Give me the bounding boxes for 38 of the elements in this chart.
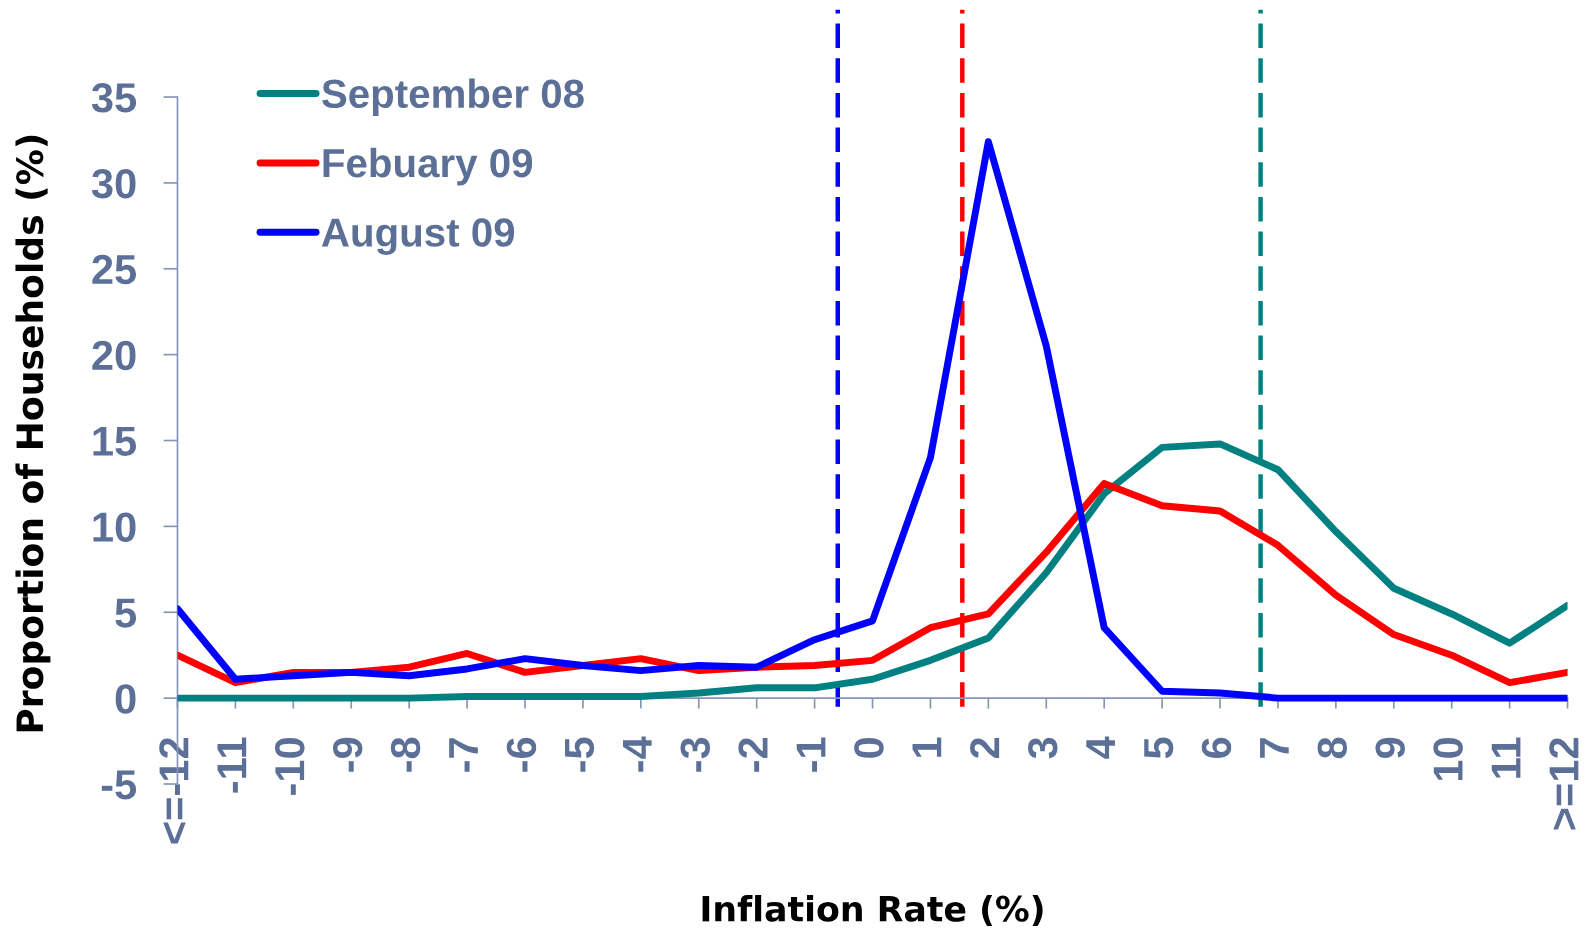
x-tick-label: -5 [565,737,595,772]
legend-label: September 08 [322,78,584,117]
x-tick-label: -11 [217,737,247,793]
x-tick-label: 4 [1086,736,1115,759]
x-tick-label: 5 [1144,737,1174,759]
legend-label: August 09 [321,218,515,255]
x-tick-label: -2 [738,737,768,772]
y-tick-label: 35 [91,83,137,113]
y-tick-label: 0 [115,684,136,714]
y-axis-title: Proportion of Households (%) [15,135,51,732]
x-tick-label: -8 [390,737,421,772]
x-tick-label: -4 [622,736,652,772]
x-tick-label: -7 [449,738,478,772]
x-tick-label: -9 [332,737,363,772]
x-tick-label: <=-12 [159,737,189,844]
x-tick-label: 1 [912,737,942,757]
x-tick-label: -10 [275,738,305,795]
x-tick-label: 11 [1491,737,1521,778]
x-tick-label: 0 [854,738,884,758]
y-tick-label: 30 [91,168,136,199]
y-tick-label: 10 [93,512,136,542]
y-tick-label: 5 [115,598,137,628]
x-tick-label: 10 [1433,738,1463,781]
y-tick-label: 25 [92,254,137,285]
y-tick-label: 20 [92,340,136,371]
x-tick-label: >=12 [1549,737,1579,830]
x-tick-label: 6 [1201,737,1232,758]
x-tick-label: -6 [506,737,537,772]
x-axis-title: Inflation Rate (%) [702,894,1043,926]
x-tick-label: 9 [1375,737,1405,759]
legend-label: Febuary 09 [323,147,533,186]
x-tick-label: -1 [796,737,826,772]
y-tick-label: 15 [93,426,137,457]
x-tick-label: 2 [970,737,1000,759]
x-tick-label: 7 [1260,738,1289,758]
x-tick-label: 3 [1027,737,1058,759]
x-tick-label: 8 [1317,737,1348,759]
x-tick-label: -3 [680,737,711,772]
